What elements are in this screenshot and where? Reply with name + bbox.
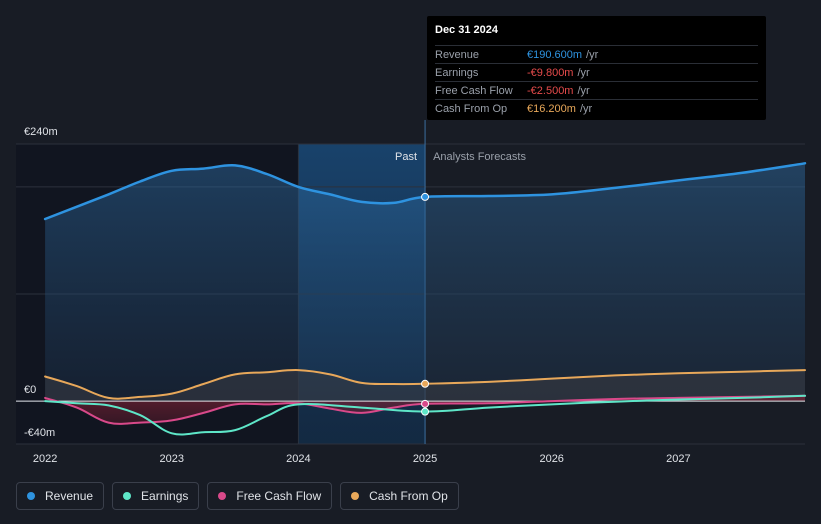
- revenue-line: [43, 162, 807, 221]
- tooltip-label: Earnings: [435, 66, 479, 79]
- y-tick-label: -€40m: [24, 427, 55, 439]
- tooltip-row-revenue: Revenue €190.600m /yr: [435, 45, 758, 63]
- tooltip-value: -€9.800m: [527, 66, 574, 79]
- x-tick-label: 2022: [33, 453, 57, 465]
- y-tick-label: €240m: [24, 126, 58, 138]
- x-tick-label: 2024: [286, 453, 310, 465]
- tooltip-label: Free Cash Flow: [435, 84, 513, 97]
- tooltip-unit: /yr: [586, 48, 599, 61]
- legend-item-revenue[interactable]: Revenue: [16, 482, 105, 510]
- tooltip-value: -€2.500m: [527, 84, 574, 97]
- legend: Revenue Earnings Free Cash Flow Cash Fro…: [16, 482, 459, 510]
- free-cash-flow-line: [44, 394, 806, 425]
- tooltip-value: €16.200m: [527, 102, 576, 115]
- tooltip-unit: /yr: [579, 102, 593, 115]
- free-cash-flow-marker: [421, 399, 430, 408]
- forecast-label: Analysts Forecasts: [433, 151, 526, 163]
- legend-dot-icon: [123, 492, 132, 500]
- tooltip-unit: /yr: [577, 66, 590, 79]
- tooltip-label: Cash From Op: [435, 102, 508, 115]
- cash-from-op-line: [44, 369, 806, 400]
- legend-label: Cash From Op: [369, 489, 448, 503]
- tooltip-unit: /yr: [577, 84, 590, 97]
- tooltip-label: Revenue: [435, 48, 480, 61]
- x-tick-label: 2027: [666, 453, 690, 465]
- x-tick-label: 2025: [413, 453, 437, 465]
- revenue-area: [45, 163, 806, 402]
- earnings-line: [44, 394, 806, 436]
- cash-from-op-marker: [421, 379, 430, 388]
- legend-dot-icon: [27, 492, 35, 500]
- legend-label: Revenue: [45, 489, 94, 503]
- legend-dot-icon: [218, 492, 227, 500]
- legend-dot-icon: [351, 492, 360, 500]
- tooltip-row-cash-from-op: Cash From Op €16.200m /yr: [435, 99, 758, 117]
- legend-item-cash-from-op[interactable]: Cash From Op: [340, 482, 459, 510]
- past-label: Past: [395, 151, 417, 163]
- revenue-marker: [421, 192, 430, 201]
- legend-label: Earnings: [141, 489, 189, 503]
- y-tick-label: €0: [24, 384, 36, 396]
- tooltip-row-free-cash-flow: Free Cash Flow -€2.500m /yr: [435, 81, 758, 99]
- legend-item-free-cash-flow[interactable]: Free Cash Flow: [207, 482, 333, 510]
- tooltip-row-earnings: Earnings -€9.800m /yr: [435, 63, 758, 81]
- x-tick-label: 2026: [539, 453, 563, 465]
- tooltip-date: Dec 31 2024: [435, 24, 498, 36]
- tooltip: Dec 31 2024 Revenue €190.600m /yr Earnin…: [427, 16, 766, 120]
- tooltip-value: €190.600m: [527, 48, 583, 61]
- legend-item-earnings[interactable]: Earnings: [112, 482, 200, 510]
- legend-label: Free Cash Flow: [236, 489, 322, 503]
- free-cash-flow-area: [45, 395, 806, 424]
- earnings-marker: [421, 407, 430, 416]
- x-tick-label: 2023: [160, 453, 184, 465]
